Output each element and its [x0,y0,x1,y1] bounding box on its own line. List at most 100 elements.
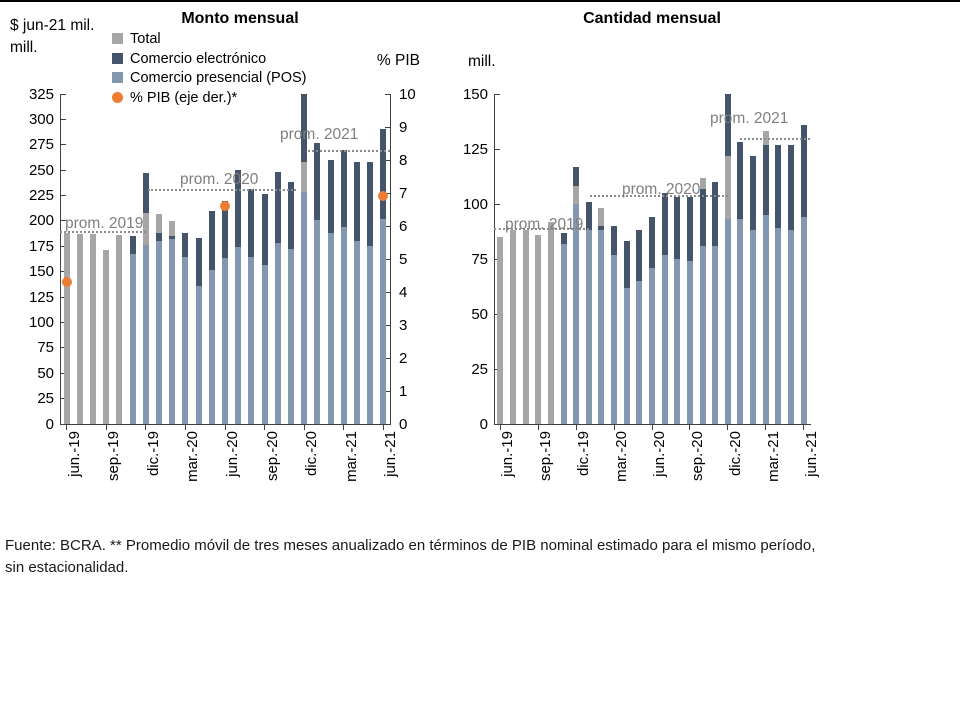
y-tick-label: 50 [471,305,488,323]
bar-segment-pos-abr-21 [354,241,360,424]
y2-tick [385,225,390,227]
bar-segment-ecom-abr-21 [354,162,360,242]
prom-line-label: prom. 2021 [710,110,789,127]
bar-segment-pos-abr-20 [623,287,630,424]
prom-line-label: prom. 2020 [180,171,259,188]
y-axis-line [494,94,495,424]
x-tick-label: sep.-20 [688,431,706,482]
bar-segment-pos-sep-20 [261,264,268,424]
prom-line [60,231,146,234]
pib-point-jun-21 [378,191,389,202]
bar-segment-pos-jun-21 [380,218,387,424]
y-tick [61,372,66,374]
y-tick-label: 0 [479,415,488,433]
bar-segment-ecom-oct-20 [274,172,281,244]
y2-tick [385,390,390,392]
bar-segment-ecom-may-20 [636,230,643,281]
y2-tick-label: 7 [399,184,408,202]
bar-segment-ecom-ene-20 [585,201,592,231]
bar-segment-gray_top-jul-19 [509,230,516,424]
left-y2-axis-unit: % PIB [376,52,420,69]
bar-segment-pos-may-20 [636,281,643,424]
bar-segment-ecom-ago-20 [674,197,681,259]
bar-segment-pos-jun-20 [649,267,655,424]
legend-item-label: Total [130,31,161,47]
series-swatch-icon [112,72,123,83]
bar-segment-gray_mid-dic-20 [724,155,731,220]
bar-segment-ecom-jun-20 [222,200,228,259]
bar-segment-pos-ene-20 [585,230,592,424]
bar-segment-gray_top-feb-20 [169,220,176,237]
x-tick-label: jun.-20 [651,431,668,477]
bar-segment-ecom-sep-20 [261,193,268,265]
x-tick-label: dic.-20 [726,431,744,477]
y-tick-label: 125 [28,288,54,306]
pib-dot-icon [112,91,123,103]
bar-segment-gray_top-jun-19 [63,233,70,424]
x-tick-label: jun.-19 [499,431,517,477]
bar-segment-ecom-jun-20 [649,217,655,268]
bar-segment-ecom-ene-20 [156,233,162,242]
legend-item-1: Comercio electrónico [112,51,306,67]
y-tick-label: 75 [37,339,54,357]
prom-line [148,189,296,192]
bar-segment-pos-feb-20 [598,230,605,424]
y-tick [61,321,66,323]
y-tick-label: 50 [37,364,54,382]
y2-tick-label: 4 [399,283,408,301]
x-tick [66,425,68,430]
y-tick-label: 100 [28,313,54,331]
y-tick-label: 0 [45,415,54,433]
y-tick [61,245,66,247]
prom-line [590,195,728,198]
bar-segment-pos-ago-20 [248,257,255,424]
prom-line-label: prom. 2019 [505,216,584,233]
y-tick-label: 300 [28,110,54,128]
y-tick [495,93,500,95]
y-tick-label: 25 [37,390,54,408]
x-tick [689,425,691,430]
x-tick [145,425,147,430]
x-tick [343,425,345,430]
pib-point-jun-20 [220,201,230,212]
top-border-line [0,0,960,2]
x-tick-label: mar.-20 [613,431,631,482]
bar-segment-gray_top-jul-19 [76,234,83,424]
bar-segment-pos-dic-19 [573,204,580,424]
y-tick [61,195,66,197]
y-tick-label: 200 [28,212,54,230]
left-y-axis-unit: $ jun-21 mil. mill. [10,17,95,56]
prom-line [494,228,589,231]
bar-segment-gray_top-mar-21 [762,131,769,145]
x-tick [613,425,615,430]
y-tick-label: 150 [462,85,488,103]
y-tick-label: 275 [28,136,54,154]
x-tick [264,425,266,430]
y2-tick-label: 5 [399,250,408,268]
bar-segment-ecom-jun-21 [380,128,387,219]
legend-item-3: % PIB (eje der.)* [112,90,306,106]
bar-segment-ecom-dic-20 [724,94,731,156]
y-tick-label: 175 [28,237,54,255]
y2-tick-label: 6 [399,217,408,235]
bar-segment-pos-feb-20 [169,239,176,424]
bar-segment-pos-abr-20 [195,285,202,424]
bar-segment-pos-sep-20 [686,261,693,424]
legend: Total Comercio electrónico Comercio presen… [112,31,306,106]
bar-segment-pos-abr-21 [775,228,782,424]
bar-segment-pos-may-21 [788,230,795,424]
y2-tick [385,357,390,359]
bar-segment-pos-ene-21 [737,219,744,424]
bar-segment-ecom-ago-20 [248,189,255,258]
x-tick-label: jun.-19 [65,431,83,477]
y-tick [61,93,66,95]
bar-segment-ecom-abr-20 [195,238,202,286]
bar-segment-gray_top-oct-20 [699,177,706,189]
bar-segment-gray_top-oct-19 [116,235,123,424]
y2-tick [385,423,390,425]
bar-segment-gray_mid-dic-19 [142,212,149,246]
bar-segment-ecom-mar-20 [182,233,189,258]
bar-segment-ecom-dic-19 [573,166,580,187]
y-tick-label: 25 [471,360,488,378]
bar-segment-pos-nov-20 [288,249,294,424]
